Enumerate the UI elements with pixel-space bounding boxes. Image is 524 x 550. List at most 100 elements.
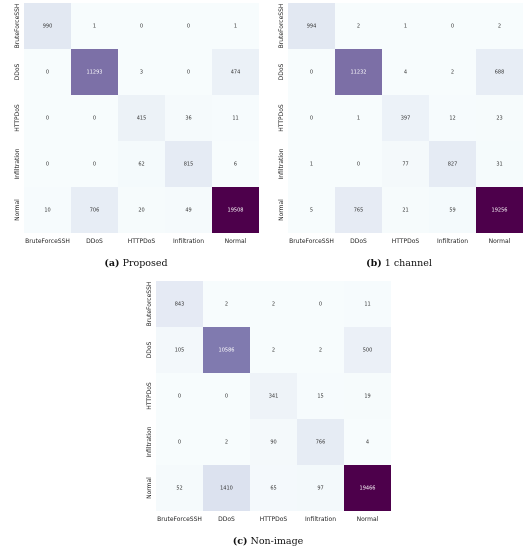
caption-1-channel: (b) 1 channel bbox=[274, 258, 524, 269]
x-tick-label-infiltration: Infiltration bbox=[173, 238, 204, 245]
x-tick-label-infiltration: Infiltration bbox=[305, 516, 336, 523]
heatmap-cell bbox=[156, 327, 203, 373]
cell-value-label: 4 bbox=[366, 440, 369, 446]
heatmap-cell bbox=[250, 373, 297, 419]
heatmap-cell bbox=[24, 95, 71, 141]
cell-value-label: 1 bbox=[404, 24, 407, 30]
heatmap-cell bbox=[297, 327, 344, 373]
heatmap-panel-non-image: 843 2 2 0 11 105 10586 2 2 500 0 0 341 15 19 0 2 90 766 4 52… bbox=[132, 278, 394, 550]
cell-value-label: 0 bbox=[319, 302, 322, 308]
heatmap-cell bbox=[335, 141, 382, 187]
cell-value-label: 11232 bbox=[351, 70, 367, 76]
heatmap-cell bbox=[71, 3, 118, 49]
heatmap-cell bbox=[212, 95, 259, 141]
heatmap-cell bbox=[382, 49, 429, 95]
cell-value-label: 11 bbox=[364, 302, 370, 308]
cell-value-label: 815 bbox=[184, 162, 194, 168]
heatmap-cell bbox=[250, 281, 297, 327]
heatmap-cell bbox=[429, 49, 476, 95]
confusion-matrix-non-image: 843 2 2 0 11 105 10586 2 2 500 0 0 341 15 19 0 2 90 766 4 52… bbox=[146, 281, 391, 523]
cell-value-label: 6 bbox=[234, 162, 237, 168]
heatmap-cell bbox=[118, 49, 165, 95]
x-tick-label-httpdos: HTTPDoS bbox=[128, 238, 156, 245]
heatmap-cell bbox=[156, 419, 203, 465]
cell-value-label: 474 bbox=[231, 70, 241, 76]
x-tick-label-httpdos: HTTPDoS bbox=[260, 516, 288, 523]
y-tick-label-ddos: DDoS bbox=[278, 63, 285, 80]
heatmap-cell bbox=[212, 49, 259, 95]
cell-value-label: 0 bbox=[46, 70, 49, 76]
heatmap-cell bbox=[156, 281, 203, 327]
cell-value-label: 0 bbox=[46, 162, 49, 168]
heatmap-cell bbox=[24, 49, 71, 95]
cell-value-label: 15 bbox=[317, 394, 323, 400]
heatmap-cell bbox=[118, 3, 165, 49]
caption-text-non-image: Non-image bbox=[250, 536, 304, 547]
cell-value-label: 20 bbox=[138, 208, 144, 214]
cell-value-label: 2 bbox=[451, 70, 454, 76]
cell-value-label: 21 bbox=[402, 208, 408, 214]
heatmap-cell bbox=[429, 3, 476, 49]
heatmap-cell bbox=[250, 419, 297, 465]
heatmap-cell bbox=[335, 3, 382, 49]
cell-value-label: 0 bbox=[93, 162, 96, 168]
cell-value-label: 1 bbox=[357, 116, 360, 122]
cell-value-label: 1 bbox=[93, 24, 96, 30]
y-tick-label-normal: Normal bbox=[278, 199, 285, 221]
heatmap-cell bbox=[203, 281, 250, 327]
cell-value-label: 36 bbox=[185, 116, 191, 122]
cell-value-label: 0 bbox=[310, 116, 313, 122]
cell-value-label: 12 bbox=[449, 116, 455, 122]
heatmap-cell bbox=[288, 95, 335, 141]
y-tick-label-infiltration: Infiltration bbox=[146, 426, 153, 457]
y-tick-label-httpdos: HTTPDoS bbox=[14, 104, 21, 132]
cell-value-label: 2 bbox=[319, 348, 322, 354]
cell-value-label: 843 bbox=[175, 302, 185, 308]
heatmap-cell bbox=[288, 3, 335, 49]
x-tick-label-bruteforcessh: BruteForceSSH bbox=[289, 238, 334, 245]
cell-value-label: 90 bbox=[270, 440, 276, 446]
heatmap-cell bbox=[288, 49, 335, 95]
heatmap-cell bbox=[71, 187, 118, 233]
y-tick-label-normal: Normal bbox=[14, 199, 21, 221]
cell-value-label: 2 bbox=[272, 348, 275, 354]
heatmap-cell bbox=[335, 187, 382, 233]
heatmap-cell bbox=[382, 3, 429, 49]
cell-value-label: 766 bbox=[316, 440, 326, 446]
x-tick-label-normal: Normal bbox=[489, 238, 511, 245]
cell-value-label: 10586 bbox=[219, 348, 235, 354]
cell-value-label: 765 bbox=[354, 208, 364, 214]
heatmap-cell bbox=[344, 373, 391, 419]
cell-value-label: 52 bbox=[176, 486, 182, 492]
heatmap-panel-proposed: 990 1 0 0 1 0 11293 3 0 474 0 0 415 36 11 0 0 62 815 6 10 706… bbox=[0, 0, 262, 275]
heatmap-cell bbox=[344, 281, 391, 327]
cell-value-label: 0 bbox=[46, 116, 49, 122]
heatmap-cell bbox=[118, 187, 165, 233]
cell-value-label: 3 bbox=[140, 70, 143, 76]
cell-value-label: 0 bbox=[451, 24, 454, 30]
cell-value-label: 2 bbox=[225, 440, 228, 446]
cell-value-label: 990 bbox=[43, 24, 53, 30]
cell-value-label: 500 bbox=[363, 348, 373, 354]
cell-value-label: 1 bbox=[310, 162, 313, 168]
heatmap-cell bbox=[476, 141, 523, 187]
heatmap-cell bbox=[476, 187, 523, 233]
x-tick-label-infiltration: Infiltration bbox=[437, 238, 468, 245]
cell-value-label: 11293 bbox=[87, 70, 103, 76]
cell-value-label: 5 bbox=[310, 208, 313, 214]
cell-value-label: 49 bbox=[185, 208, 191, 214]
cell-value-label: 2 bbox=[272, 302, 275, 308]
heatmap-cell bbox=[429, 187, 476, 233]
cell-value-label: 11 bbox=[232, 116, 238, 122]
cell-value-label: 341 bbox=[269, 394, 279, 400]
cell-value-label: 688 bbox=[495, 70, 505, 76]
caption-tag-proposed: (a) bbox=[104, 258, 120, 269]
heatmap-cell bbox=[165, 95, 212, 141]
heatmap-cell bbox=[250, 327, 297, 373]
y-tick-label-httpdos: HTTPDoS bbox=[278, 104, 285, 132]
cell-value-label: 65 bbox=[270, 486, 276, 492]
heatmap-cell bbox=[344, 419, 391, 465]
cell-value-label: 2 bbox=[357, 24, 360, 30]
